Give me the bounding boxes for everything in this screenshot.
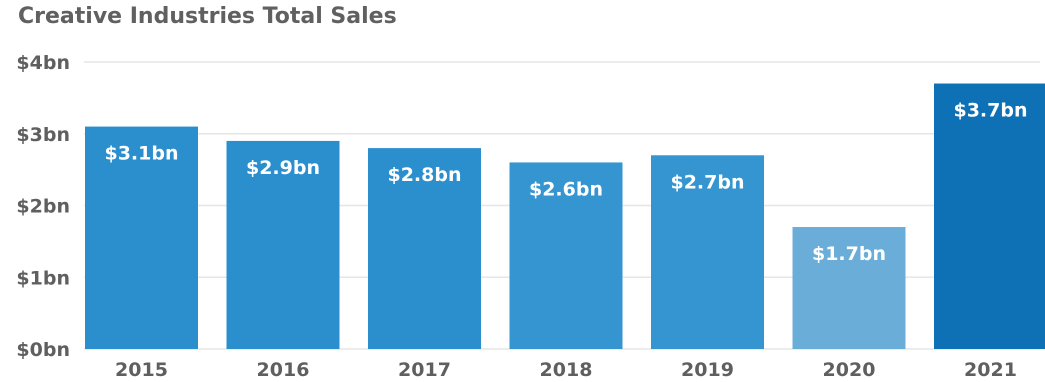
bar [85,126,198,349]
data-label: $2.7bn [670,171,744,193]
x-tick-label: 2019 [681,359,734,381]
bar [792,227,906,349]
x-tick-label: 2018 [540,359,593,381]
y-tick-label: $0bn [16,339,70,361]
x-tick-label: 2021 [964,359,1017,381]
bar [934,83,1045,350]
data-label: $2.9bn [246,157,320,179]
data-label: $3.1bn [104,143,178,165]
y-tick-label: $2bn [16,196,70,218]
data-label: $2.8bn [387,164,461,186]
bar [651,155,764,349]
y-tick-label: $4bn [16,52,70,74]
data-label: $1.7bn [812,243,886,265]
x-tick-label: 2016 [257,359,310,381]
chart-title: Creative Industries Total Sales [18,4,397,29]
bar [226,140,340,349]
y-tick-label: $3bn [16,124,70,146]
data-label: $2.6bn [529,178,603,200]
data-label: $3.7bn [953,100,1027,122]
y-tick-label: $1bn [16,267,70,289]
bar [368,148,481,349]
x-tick-label: 2020 [823,359,876,381]
x-tick-label: 2015 [115,359,168,381]
bar [509,162,623,349]
x-tick-label: 2017 [398,359,451,381]
